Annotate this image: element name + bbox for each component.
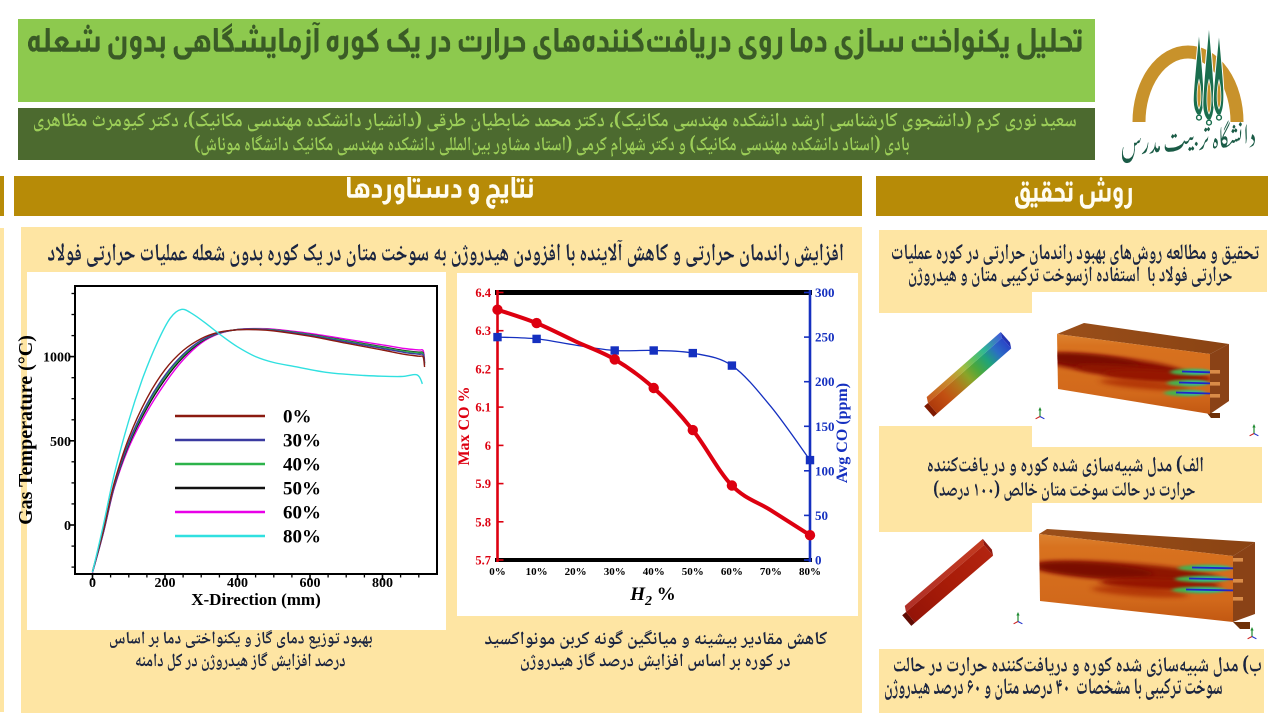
svg-text:6.4: 6.4 bbox=[475, 286, 491, 300]
svg-text:300: 300 bbox=[815, 285, 835, 300]
svg-text:50: 50 bbox=[815, 508, 828, 523]
svg-text:400: 400 bbox=[227, 576, 248, 591]
svg-text:X-Direction (mm): X-Direction (mm) bbox=[191, 590, 321, 609]
svg-text:0: 0 bbox=[815, 553, 822, 568]
svg-text:50%: 50% bbox=[682, 566, 704, 578]
svg-text:200: 200 bbox=[815, 374, 835, 389]
svg-text:20%: 20% bbox=[565, 566, 587, 578]
svg-text:5.9: 5.9 bbox=[475, 477, 491, 491]
svg-text:Max CO %: Max CO % bbox=[457, 386, 473, 465]
svg-text:30%: 30% bbox=[283, 431, 321, 452]
svg-text:10%: 10% bbox=[526, 566, 548, 578]
svg-text:6.2: 6.2 bbox=[475, 362, 491, 376]
svg-text:0: 0 bbox=[89, 576, 96, 591]
svg-text:H2 %: H2 % bbox=[629, 584, 676, 609]
svg-text:6.1: 6.1 bbox=[475, 401, 491, 415]
svg-text:500: 500 bbox=[50, 435, 71, 450]
svg-text:0%: 0% bbox=[283, 407, 312, 428]
svg-text:40%: 40% bbox=[643, 566, 665, 578]
svg-text:Gas Temperature (°C): Gas Temperature (°C) bbox=[15, 335, 37, 525]
svg-text:70%: 70% bbox=[760, 566, 782, 578]
svg-text:150: 150 bbox=[815, 419, 835, 434]
svg-text:60%: 60% bbox=[283, 503, 321, 524]
svg-text:6.3: 6.3 bbox=[475, 324, 491, 338]
svg-text:5.8: 5.8 bbox=[475, 515, 491, 529]
svg-text:Avg CO (ppm): Avg CO (ppm) bbox=[834, 383, 851, 483]
svg-text:250: 250 bbox=[815, 330, 835, 345]
svg-text:80%: 80% bbox=[283, 527, 321, 548]
svg-text:40%: 40% bbox=[283, 455, 321, 476]
svg-text:5.7: 5.7 bbox=[475, 554, 491, 568]
svg-text:60%: 60% bbox=[721, 566, 743, 578]
svg-text:800: 800 bbox=[372, 576, 393, 591]
svg-text:80%: 80% bbox=[799, 566, 821, 578]
svg-text:200: 200 bbox=[155, 576, 176, 591]
svg-text:0: 0 bbox=[64, 519, 71, 534]
svg-text:600: 600 bbox=[300, 576, 321, 591]
svg-text:100: 100 bbox=[815, 463, 835, 478]
svg-text:50%: 50% bbox=[283, 479, 321, 500]
svg-text:6: 6 bbox=[485, 439, 491, 453]
svg-text:30%: 30% bbox=[604, 566, 626, 578]
svg-text:0%: 0% bbox=[489, 566, 506, 578]
svg-text:1000: 1000 bbox=[43, 351, 71, 366]
